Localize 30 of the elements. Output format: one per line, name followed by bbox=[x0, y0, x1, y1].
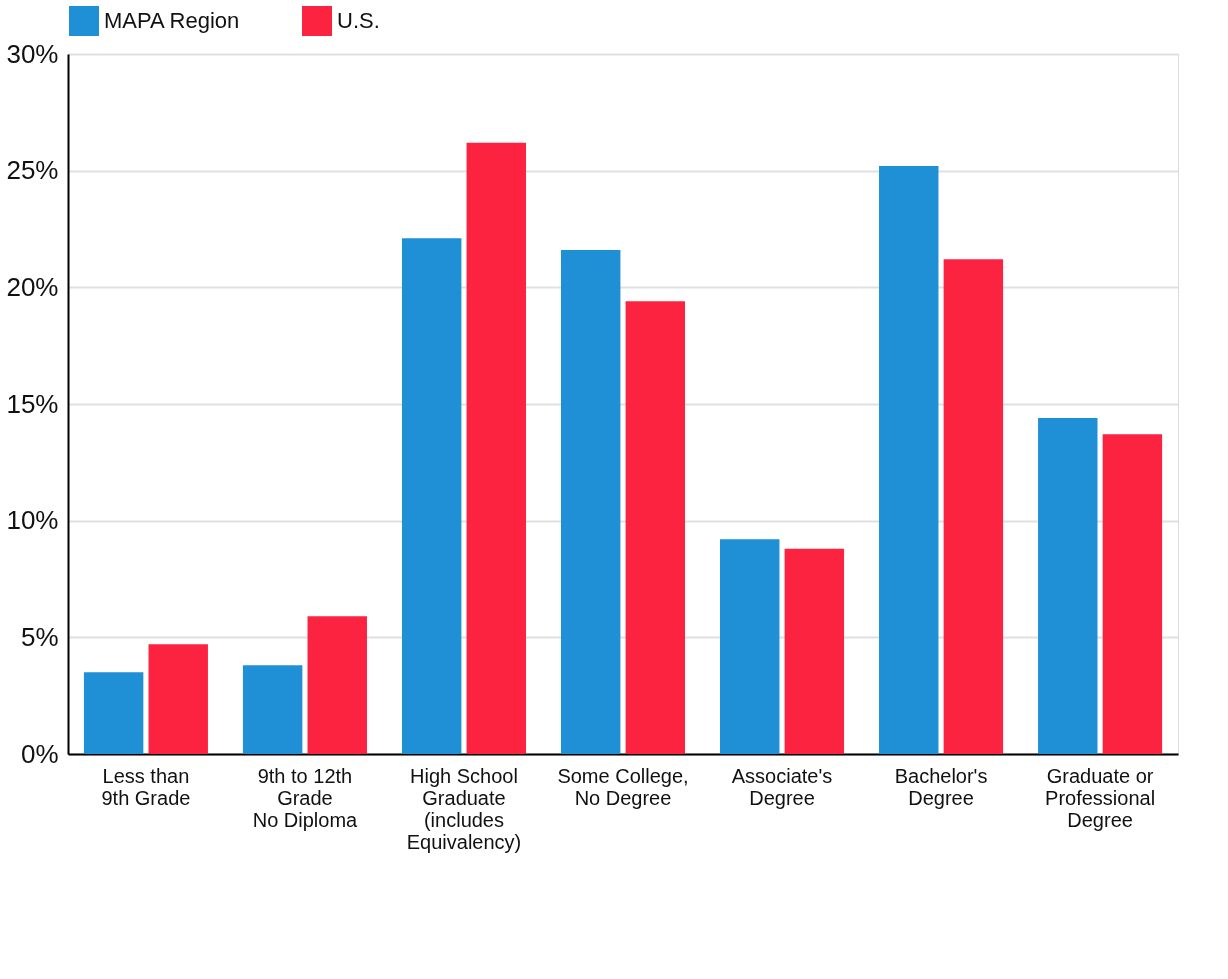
bar bbox=[466, 142, 526, 754]
bar bbox=[1102, 434, 1163, 754]
y-tick-label: 20% bbox=[6, 271, 59, 302]
x-tick-label: Graduate or Professional Degree bbox=[1045, 764, 1156, 831]
x-tick-label: 9th to 12th Grade No Diploma bbox=[252, 764, 359, 831]
bar bbox=[401, 238, 462, 754]
bar bbox=[307, 616, 367, 754]
y-tick-label: 25% bbox=[6, 155, 59, 186]
bar bbox=[720, 539, 780, 754]
bar bbox=[148, 644, 208, 754]
x-tick-label: Bachelor's Degree bbox=[894, 764, 988, 809]
x-tick-label: Associate's Degree bbox=[731, 764, 833, 809]
bar bbox=[625, 301, 686, 754]
x-tick-label: Some College, No Degree bbox=[557, 764, 689, 809]
legend-label: MAPA Region bbox=[104, 8, 240, 33]
y-tick-label: 30% bbox=[6, 38, 59, 69]
y-tick-label: 10% bbox=[6, 505, 59, 536]
bar bbox=[784, 548, 845, 754]
bar bbox=[560, 250, 621, 754]
x-tick-label: High School Graduate (includes Equivalency) bbox=[406, 764, 522, 853]
y-tick-label: 0% bbox=[20, 738, 59, 769]
bar bbox=[83, 672, 144, 754]
y-tick-label: 15% bbox=[6, 388, 59, 419]
bar bbox=[242, 665, 303, 754]
bar bbox=[943, 259, 1004, 754]
x-tick-label: Less than 9th Grade bbox=[101, 764, 191, 809]
bar bbox=[879, 166, 939, 754]
bar bbox=[1038, 418, 1098, 754]
legend-label: U.S. bbox=[337, 8, 380, 33]
y-tick-label: 5% bbox=[20, 621, 59, 652]
